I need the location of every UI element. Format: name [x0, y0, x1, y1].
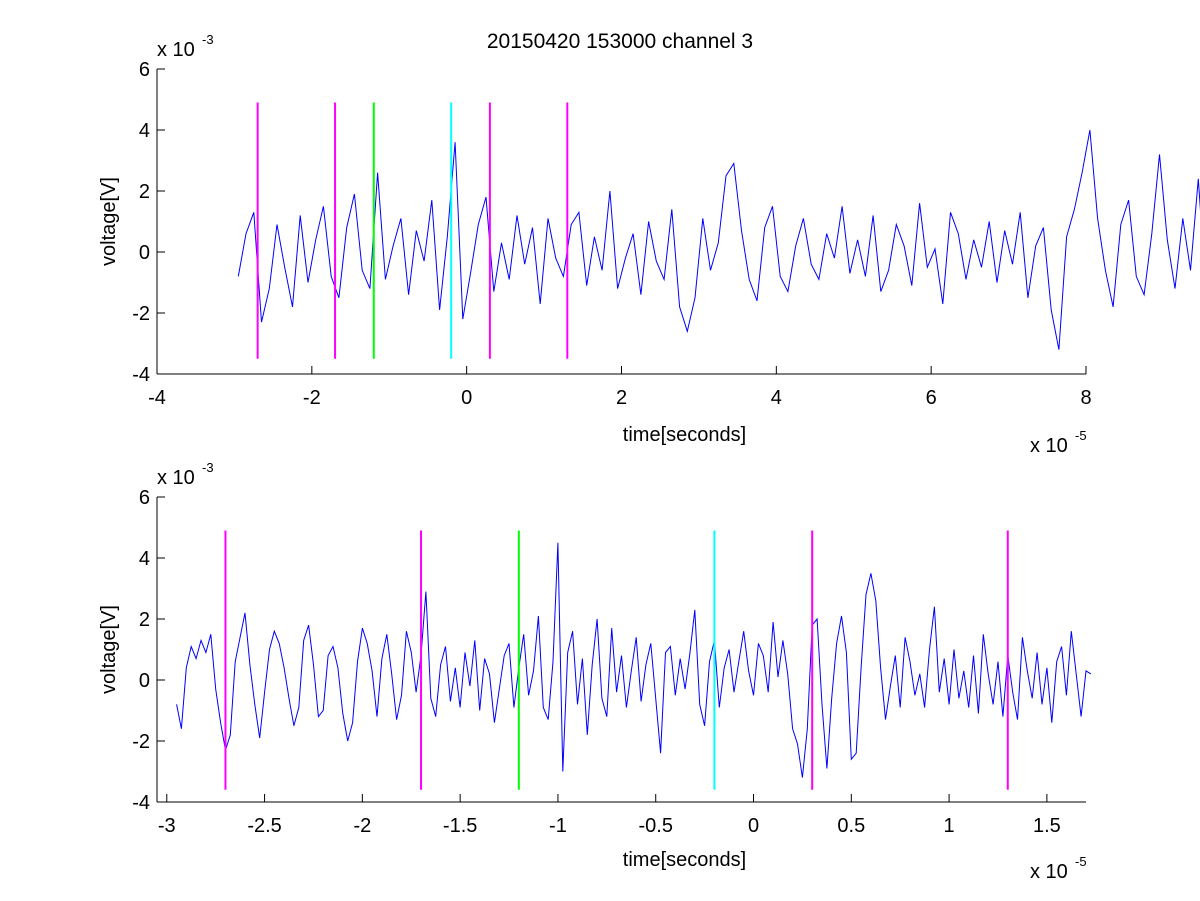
x-axis-label: time[seconds] [623, 424, 746, 446]
y-exponent-label: x 10 [157, 39, 195, 61]
y-tick-label: -2 [132, 731, 150, 753]
y-axis-label: voltage[V] [98, 177, 120, 266]
y-tick-label: 2 [139, 181, 150, 203]
signal-line [176, 542, 1092, 778]
y-tick-label: -4 [132, 792, 150, 814]
y-exponent-power: -3 [202, 32, 214, 47]
x-tick-label: 0.5 [837, 815, 865, 837]
x-tick-label: -1 [549, 815, 567, 837]
y-exponent-power: -3 [202, 460, 214, 475]
x-exponent-label: x 10 [1030, 435, 1068, 457]
y-exponent-label: x 10 [157, 467, 195, 489]
x-tick-label: -2.5 [247, 815, 281, 837]
signal-line [237, 129, 1200, 350]
x-axis-label: time[seconds] [623, 849, 746, 871]
x-tick-label: -2 [303, 387, 321, 409]
y-tick-label: 0 [139, 670, 150, 692]
y-tick-label: -2 [132, 303, 150, 325]
x-tick-label: -0.5 [638, 815, 672, 837]
x-tick-label: -1.5 [443, 815, 477, 837]
x-tick-label: -4 [148, 387, 166, 409]
y-tick-label: 6 [139, 59, 150, 81]
x-tick-label: -3 [158, 815, 176, 837]
x-exponent-power: -5 [1075, 854, 1087, 869]
y-tick-label: 6 [139, 487, 150, 509]
x-tick-label: 6 [926, 387, 937, 409]
y-tick-label: -4 [132, 364, 150, 386]
x-tick-label: 8 [1080, 387, 1091, 409]
x-tick-label: 1.5 [1033, 815, 1061, 837]
y-tick-label: 2 [139, 609, 150, 631]
bottom-subplot: -3 -2.5 -2 -1.5 -1 -0.5 0 0.5 1 1.5 -4 -2 0 2 4 6 time[s… [98, 460, 1092, 883]
x-tick-label: 0 [461, 387, 472, 409]
y-tick-label: 4 [139, 120, 150, 142]
figure-title: 20150420 153000 channel 3 [487, 30, 753, 53]
x-tick-label: 1 [944, 815, 955, 837]
x-tick-label: 2 [616, 387, 627, 409]
x-tick-label: 0 [748, 815, 759, 837]
x-exponent-label: x 10 [1030, 861, 1068, 883]
x-tick-label: 4 [771, 387, 782, 409]
y-tick-label: 0 [139, 242, 150, 264]
x-exponent-power: -5 [1075, 428, 1087, 443]
x-tick-label: -2 [353, 815, 371, 837]
y-axis-label: voltage[V] [98, 605, 120, 694]
y-tick-label: 4 [139, 548, 150, 570]
top-subplot: -4 -2 0 2 4 6 8 -4 -2 0 2 4 6 time[seconds] voltage[V]… [98, 32, 1200, 457]
